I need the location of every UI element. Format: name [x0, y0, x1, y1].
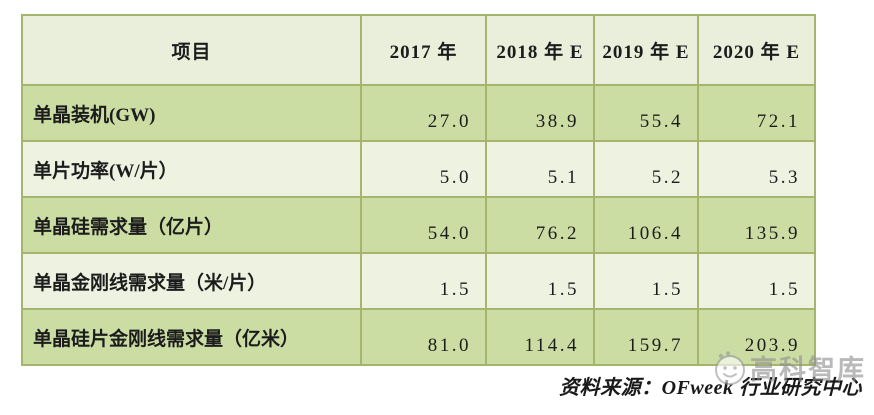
table-cell: 5.1	[485, 140, 595, 198]
row-label: 单晶金刚线需求量（米/片）	[21, 252, 362, 310]
table-row: 单晶硅片金刚线需求量（亿米） 81.0 114.4 159.7 203.9	[21, 308, 816, 366]
row-label: 单片功率(W/片）	[21, 140, 362, 198]
data-source-caption: 资料来源：OFweek 行业研究中心	[559, 377, 862, 399]
column-header-item: 项目	[21, 14, 362, 86]
table-row: 单晶硅需求量（亿片） 54.0 76.2 106.4 135.9	[21, 196, 816, 254]
column-header-2019e: 2019 年 E	[593, 14, 699, 86]
column-header-2020e: 2020 年 E	[697, 14, 816, 86]
table-cell: 203.9	[697, 308, 816, 366]
table-cell: 1.5	[360, 252, 487, 310]
table-cell: 5.2	[593, 140, 699, 198]
row-label: 单晶硅片金刚线需求量（亿米）	[21, 308, 362, 366]
column-header-2018e: 2018 年 E	[485, 14, 595, 86]
row-label: 单晶硅需求量（亿片）	[21, 196, 362, 254]
table-cell: 38.9	[485, 84, 595, 142]
table-cell: 5.0	[360, 140, 487, 198]
table-cell: 81.0	[360, 308, 487, 366]
table-cell: 5.3	[697, 140, 816, 198]
table-cell: 159.7	[593, 308, 699, 366]
table-cell: 76.2	[485, 196, 595, 254]
table-row: 单晶金刚线需求量（米/片） 1.5 1.5 1.5 1.5	[21, 252, 816, 310]
table-cell: 135.9	[697, 196, 816, 254]
column-header-2017: 2017 年	[360, 14, 487, 86]
table-cell: 54.0	[360, 196, 487, 254]
table-cell: 72.1	[697, 84, 816, 142]
table-cell: 1.5	[485, 252, 595, 310]
table-cell: 1.5	[593, 252, 699, 310]
row-label: 单晶装机(GW)	[21, 84, 362, 142]
table-cell: 55.4	[593, 84, 699, 142]
table-row: 单晶装机(GW) 27.0 38.9 55.4 72.1	[21, 84, 816, 142]
table-cell: 114.4	[485, 308, 595, 366]
table-header-row: 项目 2017 年 2018 年 E 2019 年 E 2020 年 E	[21, 14, 816, 86]
forecast-table: 项目 2017 年 2018 年 E 2019 年 E 2020 年 E 单晶装…	[21, 14, 816, 366]
table-cell: 1.5	[697, 252, 816, 310]
table-cell: 106.4	[593, 196, 699, 254]
table-cell: 27.0	[360, 84, 487, 142]
table-row: 单片功率(W/片） 5.0 5.1 5.2 5.3	[21, 140, 816, 198]
